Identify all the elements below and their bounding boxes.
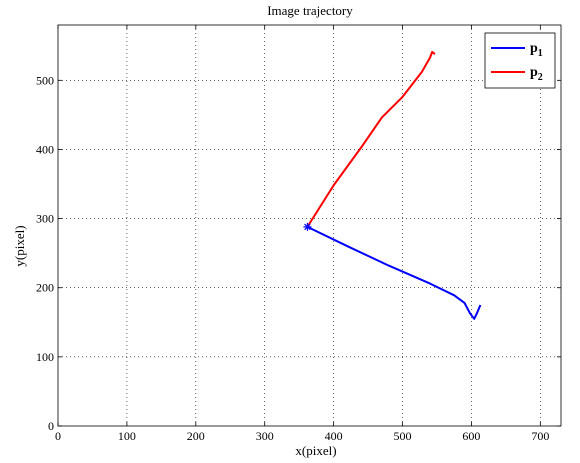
x-tick-label: 500 — [394, 429, 412, 443]
series-line-p1 — [306, 225, 482, 320]
series-line-p2 — [306, 51, 436, 228]
plot-area — [57, 24, 562, 427]
legend-label-p1: p1 — [530, 41, 543, 59]
series-lines — [306, 51, 482, 320]
x-tick-label: 600 — [462, 429, 480, 443]
y-tick-label: 500 — [36, 73, 54, 87]
legend-label-p2: p2 — [530, 65, 543, 83]
y-axis-label: y(pixel) — [12, 225, 27, 266]
x-tick-label: 200 — [187, 429, 205, 443]
chart-title: Image trajectory — [267, 3, 353, 18]
y-tick-label: 200 — [36, 281, 54, 295]
y-tick-label: 100 — [36, 350, 54, 364]
x-axis-label: x(pixel) — [295, 443, 336, 458]
x-tick-label: 700 — [531, 429, 549, 443]
x-tick-label: 400 — [325, 429, 343, 443]
grid-lines — [58, 25, 561, 426]
y-tick-label: 300 — [36, 212, 54, 226]
x-tick-label: 300 — [256, 429, 274, 443]
y-tick-label: 400 — [36, 142, 54, 156]
start-marker-group — [303, 222, 312, 231]
start-marker — [303, 222, 312, 231]
y-tick-label: 0 — [48, 419, 54, 433]
x-tick-label: 100 — [118, 429, 136, 443]
start-marker-stroke — [304, 223, 311, 231]
x-tick-label: 0 — [55, 429, 61, 443]
legend-box — [484, 32, 556, 89]
axis-ticks: 0 100 200 300 400 500 600 700 0 100 200 300 400 500 — [36, 25, 561, 443]
